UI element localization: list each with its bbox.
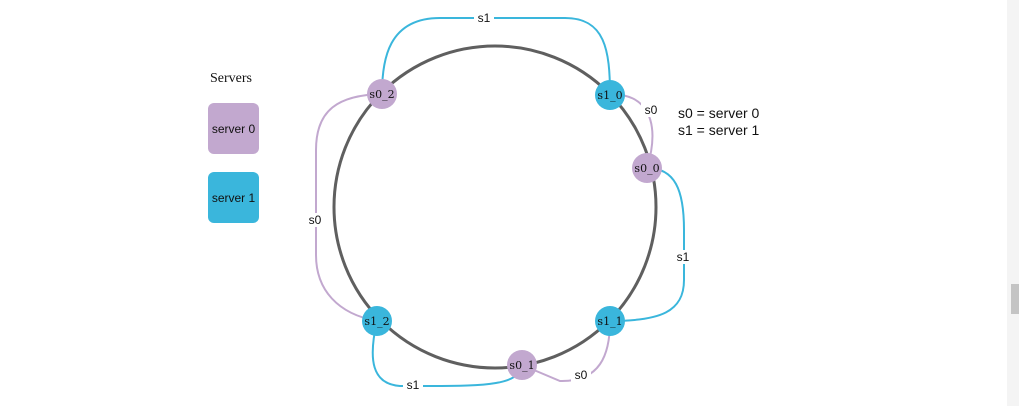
edge-label-s1-top: s1 — [478, 11, 491, 25]
edge-label-bg — [641, 103, 661, 117]
hash-ring — [332, 44, 658, 370]
edge-s1_2-s0_2 — [315, 93, 383, 322]
edge-label-s0-left: s0 — [309, 213, 322, 227]
legend-server-1-label: server 1 — [211, 190, 256, 205]
key-note-s1: s1 = server 1 — [678, 122, 760, 138]
server-key-note: s0 = server 0 s1 = server 1 — [678, 105, 759, 139]
edge-s0_1-s1_2 — [371, 320, 523, 387]
node-label: s0_1 — [509, 359, 534, 372]
scrollbar-thumb[interactable] — [1011, 284, 1019, 314]
node-label: s0_2 — [369, 88, 394, 101]
legend-server-0-label: server 0 — [211, 121, 256, 136]
node-label: s1_0 — [597, 89, 622, 102]
edge-label-s1-bottom: s1 — [407, 378, 420, 392]
key-note-s0: s0 = server 0 — [678, 105, 760, 121]
node-s1_1: s1_1 — [595, 306, 625, 336]
node-s1_2: s1_2 — [362, 306, 392, 336]
legend-server-0: server 0 — [208, 103, 259, 154]
node-label: s1_2 — [364, 315, 389, 328]
node-s0_0: s0_0 — [632, 153, 662, 183]
legend-title: Servers — [210, 71, 252, 86]
edge-label-bg — [474, 11, 494, 25]
node-label: s1_1 — [597, 315, 622, 328]
edge-s0_2-s1_0 — [381, 17, 611, 96]
legend-server-1: server 1 — [208, 172, 259, 223]
edge-label-s0-bottom: s0 — [575, 368, 588, 382]
edge-label-bg — [403, 378, 423, 392]
node-s0_1: s0_1 — [507, 350, 537, 380]
edge-label-bg — [673, 250, 693, 264]
node-s1_0: s1_0 — [595, 80, 625, 110]
edge-label-bg — [305, 213, 325, 227]
node-label: s0_0 — [634, 162, 659, 175]
edge-label-s0-right-upper: s0 — [645, 103, 658, 117]
edge-label-s1-right: s1 — [677, 250, 690, 264]
edge-label-bg — [571, 368, 591, 382]
vertical-scrollbar[interactable] — [1007, 0, 1019, 406]
edge-s0_0-s1_1 — [609, 167, 685, 322]
node-s0_2: s0_2 — [367, 79, 397, 109]
